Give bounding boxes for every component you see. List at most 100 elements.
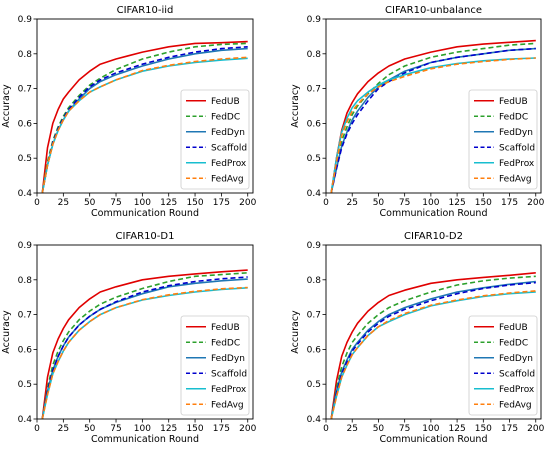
- legend-label: FedDC: [211, 338, 240, 348]
- x-tick-label: 125: [160, 424, 177, 434]
- x-tick-label: 0: [323, 424, 329, 434]
- x-tick-label: 175: [213, 198, 230, 208]
- legend-label: FedDC: [211, 112, 240, 122]
- series-line-fedub: [330, 272, 536, 420]
- x-tick-label: 75: [110, 198, 121, 208]
- series-line-fedavg: [330, 290, 536, 420]
- series-line-scaffold: [41, 276, 248, 420]
- x-tick-label: 200: [527, 424, 544, 434]
- legend-label: FedDyn: [499, 354, 533, 364]
- x-tick-label: 0: [323, 198, 329, 208]
- x-tick-label: 200: [239, 424, 256, 434]
- x-tick-label: 125: [160, 198, 177, 208]
- legend-label: FedProx: [499, 159, 535, 169]
- series-line-fedub: [41, 269, 248, 420]
- y-tick-label: 0.9: [307, 15, 322, 25]
- legend-label: Scaffold: [211, 369, 247, 379]
- chart-panel-3: CIFAR10-D1 0 25 50 75 100 125 150 175 200 0.4 0.5 0.…: [1, 231, 257, 445]
- x-tick-label: 125: [449, 198, 466, 208]
- x-tick-label: 25: [346, 198, 357, 208]
- series-line-fedavg: [41, 286, 248, 420]
- y-tick-label: 0.9: [307, 241, 322, 251]
- legend-label: FedProx: [211, 159, 247, 169]
- plot-frame: [325, 18, 542, 194]
- x-tick-label: 175: [501, 198, 518, 208]
- legend-label: FedAvg: [211, 400, 244, 410]
- y-tick-label: 0.4: [307, 415, 322, 425]
- x-tick-label: 200: [527, 198, 544, 208]
- chart-panel-1: CIFAR10-iid 0 25 50 75 100 125 150 175 200 0.4 0.5 0…: [1, 5, 257, 219]
- chart-title: CIFAR10-D1: [116, 231, 175, 242]
- legend-label: FedAvg: [499, 400, 532, 410]
- series-line-feddc: [41, 272, 248, 420]
- legend-label: Scaffold: [211, 143, 247, 153]
- x-tick-label: 100: [134, 198, 151, 208]
- y-tick-label: 0.7: [307, 85, 321, 95]
- y-tick-label: 0.6: [18, 345, 33, 355]
- legend-box: [468, 89, 538, 190]
- series-line-fedavg: [41, 56, 248, 194]
- legend: FedUB FedDC FedDyn Scaffold FedProx FedAvg: [180, 89, 250, 190]
- series-line-fedub: [330, 39, 536, 194]
- legend: FedUB FedDC FedDyn Scaffold FedProx FedAvg: [468, 89, 538, 190]
- y-tick-label: 0.4: [307, 189, 322, 199]
- legend-box: [180, 89, 250, 190]
- series-lines: [330, 272, 536, 420]
- x-tick-label: 0: [34, 198, 40, 208]
- series-lines: [41, 269, 248, 420]
- y-tick-label: 0.9: [18, 241, 33, 251]
- x-tick-label: 50: [373, 198, 385, 208]
- plot-frame: [36, 244, 254, 420]
- x-tick-label: 125: [449, 424, 466, 434]
- y-tick-label: 0.5: [307, 380, 321, 390]
- legend-box: [468, 315, 538, 416]
- legend-label: Scaffold: [499, 369, 535, 379]
- series-line-fedub: [41, 40, 248, 194]
- x-tick-label: 50: [84, 424, 96, 434]
- y-tick-label: 0.9: [18, 15, 33, 25]
- y-tick-label: 0.5: [18, 154, 32, 164]
- y-tick-label: 0.4: [18, 189, 33, 199]
- y-tick-label: 0.5: [307, 154, 321, 164]
- x-tick-label: 25: [346, 424, 357, 434]
- x-tick-label: 25: [58, 424, 69, 434]
- x-tick-label: 100: [422, 424, 439, 434]
- x-tick-label: 150: [186, 424, 203, 434]
- chart-title: CIFAR10-D2: [404, 231, 463, 242]
- legend-label: FedAvg: [211, 174, 244, 184]
- x-tick-label: 200: [239, 198, 256, 208]
- legend-label: FedDyn: [211, 354, 245, 364]
- legend-label: FedProx: [211, 385, 247, 395]
- y-tick-label: 0.8: [18, 276, 33, 286]
- x-tick-label: 175: [213, 424, 230, 434]
- y-tick-label: 0.6: [307, 119, 322, 129]
- chart-title: CIFAR10-unbalance: [385, 5, 482, 16]
- legend-label: FedUB: [499, 97, 528, 107]
- chart-panel-4: CIFAR10-D2 0 25 50 75 100 125 150 175 200 0.4 0.5 0.…: [290, 231, 545, 445]
- y-axis-label: Accuracy: [290, 310, 301, 354]
- x-axis-label: Communication Round: [380, 208, 488, 219]
- y-tick-label: 0.6: [307, 345, 322, 355]
- series-lines: [41, 40, 248, 194]
- legend-label: FedDyn: [211, 128, 245, 138]
- x-tick-label: 75: [399, 424, 410, 434]
- chart-panel-2: CIFAR10-unbalance 0 25 50 75 100 125 150 175 200 0…: [290, 5, 545, 219]
- y-axis-label: Accuracy: [1, 310, 12, 354]
- y-tick-label: 0.8: [307, 50, 322, 60]
- y-tick-label: 0.8: [18, 50, 33, 60]
- x-tick-label: 150: [186, 198, 203, 208]
- x-tick-label: 175: [501, 424, 518, 434]
- legend-label: FedDC: [499, 112, 528, 122]
- plot-frame: [325, 244, 542, 420]
- legend: FedUB FedDC FedDyn Scaffold FedProx FedAvg: [180, 315, 250, 416]
- x-tick-label: 50: [373, 424, 385, 434]
- legend-label: FedUB: [211, 97, 240, 107]
- y-tick-label: 0.8: [307, 276, 322, 286]
- legend: FedUB FedDC FedDyn Scaffold FedProx FedAvg: [468, 315, 538, 416]
- series-line-fedavg: [330, 57, 536, 194]
- x-tick-label: 25: [58, 198, 69, 208]
- legend-label: FedUB: [499, 323, 528, 333]
- x-tick-label: 75: [110, 424, 121, 434]
- y-tick-label: 0.6: [18, 119, 33, 129]
